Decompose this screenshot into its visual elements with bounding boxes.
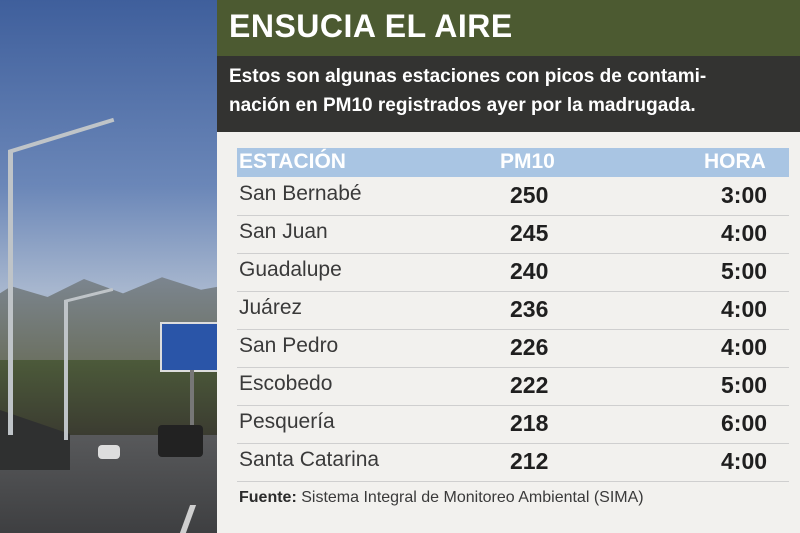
billboard <box>160 322 217 372</box>
street-lamp-arm <box>8 117 115 154</box>
station-cell: San Juan <box>239 220 328 243</box>
table-header <box>237 148 789 177</box>
pm10-cell: 245 <box>510 220 549 246</box>
hour-cell: 3:00 <box>721 182 768 208</box>
table-row: San Bernabé 250 3:00 <box>237 177 789 216</box>
page-title: ENSUCIA EL AIRE <box>229 8 513 44</box>
car <box>158 425 203 457</box>
street-lamp-pole-2 <box>64 300 68 440</box>
table-row: Pesquería 218 6:00 <box>237 405 789 444</box>
subtitle-line: Estos son algunas estaciones con picos d… <box>229 66 707 87</box>
table-row: San Pedro 226 4:00 <box>237 329 789 368</box>
hour-cell: 4:00 <box>721 448 768 474</box>
car <box>98 445 120 459</box>
hour-cell: 5:00 <box>721 258 768 284</box>
source-text: Sistema Integral de Monitoreo Ambiental … <box>296 489 644 506</box>
pm10-cell: 226 <box>510 334 549 360</box>
pm10-cell: 250 <box>510 182 549 208</box>
column-header-hour: HORA <box>704 150 766 173</box>
billboard-post <box>190 370 194 430</box>
table-row: San Juan 245 4:00 <box>237 215 789 254</box>
table-row: Guadalupe 240 5:00 <box>237 253 789 292</box>
column-header-pm10: PM10 <box>500 150 555 173</box>
table-row: Juárez 236 4:00 <box>237 291 789 330</box>
subtitle: Estos son algunas estaciones con picos d… <box>229 62 789 120</box>
street-lamp-pole <box>8 150 13 435</box>
station-cell: Juárez <box>239 296 303 319</box>
column-header-station: ESTACIÓN <box>239 150 346 173</box>
table-row: Santa Catarina 212 4:00 <box>237 443 789 482</box>
pm10-cell: 218 <box>510 410 549 436</box>
pm10-cell: 212 <box>510 448 549 474</box>
station-cell: Santa Catarina <box>239 448 380 471</box>
pm10-cell: 236 <box>510 296 549 322</box>
pm10-cell: 222 <box>510 372 549 398</box>
subtitle-line: nación en PM10 registrados ayer por la m… <box>229 95 696 116</box>
station-cell: Pesquería <box>239 410 335 433</box>
hour-cell: 6:00 <box>721 410 768 436</box>
hour-cell: 4:00 <box>721 334 768 360</box>
station-cell: San Pedro <box>239 334 339 357</box>
station-cell: Guadalupe <box>239 258 342 281</box>
subtitle-bar <box>217 56 800 132</box>
hour-cell: 5:00 <box>721 372 768 398</box>
hour-cell: 4:00 <box>721 220 768 246</box>
street-photo <box>0 0 217 533</box>
table-row: Escobedo 222 5:00 <box>237 367 789 406</box>
info-panel: ENSUCIA EL AIRE Estos son algunas estaci… <box>217 0 800 533</box>
station-cell: Escobedo <box>239 372 333 395</box>
hour-cell: 4:00 <box>721 296 768 322</box>
station-cell: San Bernabé <box>239 182 362 205</box>
title-bar <box>217 0 800 56</box>
source-note: Fuente: Sistema Integral de Monitoreo Am… <box>239 489 644 507</box>
source-label: Fuente: <box>239 489 297 506</box>
pm10-cell: 240 <box>510 258 549 284</box>
